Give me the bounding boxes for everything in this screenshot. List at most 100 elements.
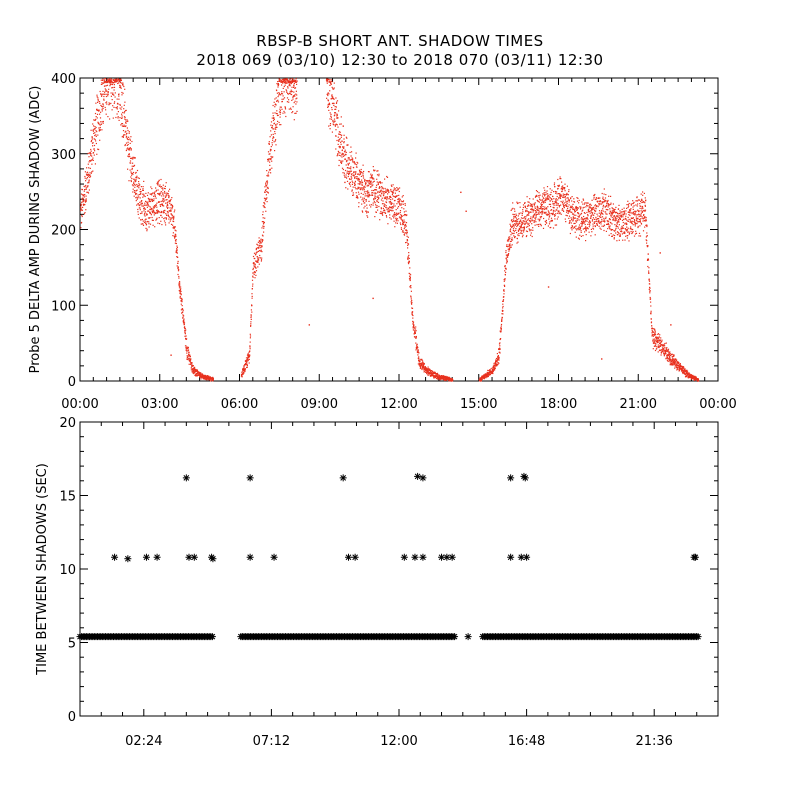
top-data-point [271,121,272,122]
top-data-point [89,161,90,162]
top-data-point [274,131,275,132]
top-data-point [380,183,381,184]
top-data-point [333,124,334,125]
top-data-point [191,369,192,370]
top-data-point [579,235,580,236]
top-data-point [338,110,339,111]
top-data-point [330,128,331,129]
top-data-point [654,341,655,342]
top-data-point [145,196,146,197]
top-data-point [271,161,272,162]
top-data-point [140,209,141,210]
top-data-point [578,208,579,209]
top-data-point [511,219,512,220]
top-data-point [136,179,137,180]
top-data-point [91,140,92,141]
top-data-point [514,214,515,215]
top-data-point [394,215,395,216]
top-data-point [121,83,122,84]
top-data-point [331,117,332,118]
top-data-point [527,231,528,232]
top-data-point [395,193,396,194]
top-data-point [635,223,636,224]
top-data-point [171,210,172,211]
top-data-point [249,362,250,363]
top-data-point [144,207,145,208]
top-data-point [400,212,401,213]
top-data-point [355,187,356,188]
top-data-point [130,163,131,164]
top-data-point [636,214,637,215]
top-data-point [601,221,602,222]
top-data-point [249,355,250,356]
top-data-point [512,208,513,209]
top-data-point [392,216,393,217]
top-data-point [630,208,631,209]
top-data-point [367,192,368,193]
top-data-point [136,177,137,178]
top-data-point [635,213,636,214]
top-data-point [564,194,565,195]
top-data-point [357,197,358,198]
top-data-point [525,207,526,208]
top-data-point [522,223,523,224]
top-data-point [284,97,285,98]
top-data-point [513,221,514,222]
top-data-point [176,243,177,244]
top-data-point [358,178,359,179]
top-data-point [135,185,136,186]
top-data-point [254,253,255,254]
top-data-point [403,200,404,201]
top-data-point [361,204,362,205]
top-data-point [505,250,506,251]
top-data-point [622,233,623,234]
top-data-point [133,189,134,190]
top-data-point [284,112,285,113]
top-data-point [621,211,622,212]
top-data-point [375,198,376,199]
top-data-point [636,211,637,212]
top-data-point [92,158,93,159]
top-data-point [603,199,604,200]
top-data-point [169,189,170,190]
top-data-point [399,191,400,192]
top-data-point [170,221,171,222]
top-data-point [145,221,146,222]
top-data-point [142,219,143,220]
top-data-point [93,119,94,120]
top-data-point [504,270,505,271]
top-data-point [596,208,597,209]
top-data-point [161,224,162,225]
top-data-point [103,96,104,97]
top-data-point [617,234,618,235]
top-data-point [99,110,100,111]
top-data-point [290,108,291,109]
top-data-point [375,196,376,197]
top-data-point [363,176,364,177]
top-data-point [130,170,131,171]
top-data-point [353,187,354,188]
top-data-point [408,252,409,253]
top-data-point [549,223,550,224]
top-data-point [610,219,611,220]
top-data-point [618,222,619,223]
top-data-point [615,209,616,210]
top-data-point [272,144,273,145]
top-data-point [125,119,126,120]
top-data-point [93,152,94,153]
top-data-point [291,100,292,101]
top-data-point [410,285,411,286]
top-data-point [548,225,549,226]
top-data-point [101,96,102,97]
top-data-point [617,215,618,216]
top-data-point [653,348,654,349]
top-data-point [583,199,584,200]
top-data-point [330,123,331,124]
top-data-point [346,164,347,165]
top-data-point [285,81,286,82]
top-data-point [511,247,512,248]
top-data-point [619,210,620,211]
top-data-point [645,197,646,198]
top-data-point [587,219,588,220]
top-data-point [85,200,86,201]
